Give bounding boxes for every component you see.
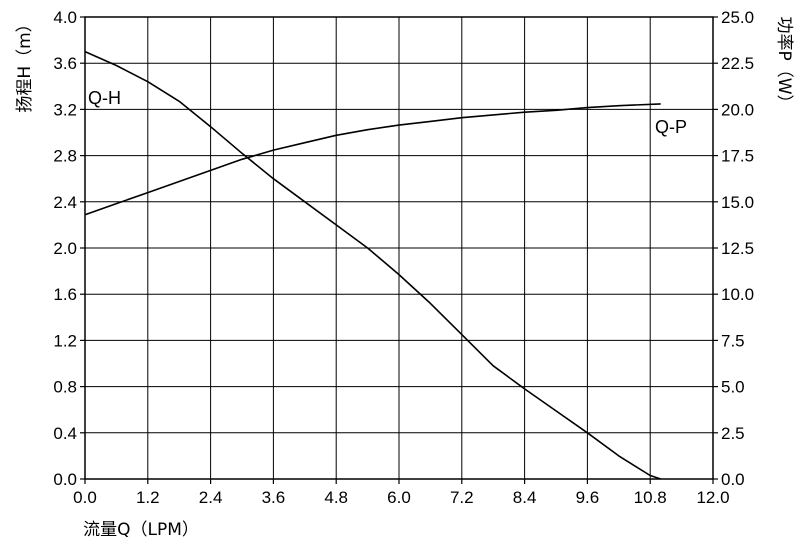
x-axis-title: 流量Q（LPM） (83, 520, 199, 540)
y-left-axis-title: 扬程H（m） (15, 15, 35, 112)
tick-layer (80, 16, 718, 484)
x-tick-label: 1.2 (136, 488, 160, 507)
y-right-tick-label: 2.5 (721, 424, 745, 443)
x-tick-label: 6.0 (387, 488, 411, 507)
series-layer (84, 50, 661, 480)
y-right-axis-title: 功率P（W） (774, 16, 794, 111)
grid (85, 17, 713, 479)
y-left-tick-label: 1.2 (53, 331, 77, 350)
y-right-tick-label: 0.0 (721, 470, 745, 489)
x-tick-label: 0.0 (73, 488, 97, 507)
y-left-tick-label: 2.8 (53, 147, 77, 166)
y-left-tick-label: 4.0 (53, 8, 77, 27)
y-right-tick-label: 20.0 (721, 100, 754, 119)
x-tick-label: 9.6 (576, 488, 600, 507)
series-line-q-p (84, 103, 661, 216)
x-tick-label: 4.8 (324, 488, 348, 507)
y-right-tick-label: 17.5 (721, 147, 754, 166)
y-right-tick-label: 10.0 (721, 285, 754, 304)
y-left-tick-label: 0.0 (53, 470, 77, 489)
series-label-q-h: Q-H (88, 88, 121, 108)
y-left-tick-label: 1.6 (53, 285, 77, 304)
label-layer: 0.0 1.2 2.4 3.6 4.8 6.0 7.2 8.4 9.6 10.8 12.00.00.… (53, 8, 754, 507)
y-left-tick-label: 0.4 (53, 424, 77, 443)
y-right-tick-label: 12.5 (721, 239, 754, 258)
x-tick-label: 2.4 (199, 488, 223, 507)
series-line-q-h (84, 50, 661, 480)
x-tick-label: 10.8 (634, 488, 667, 507)
x-tick-label: 7.2 (450, 488, 474, 507)
y-left-tick-label: 3.2 (53, 100, 77, 119)
x-tick-label: 3.6 (262, 488, 286, 507)
y-right-tick-label: 5.0 (721, 378, 745, 397)
x-tick-label: 12.0 (696, 488, 729, 507)
x-tick-label: 8.4 (513, 488, 537, 507)
y-right-tick-label: 22.5 (721, 54, 754, 73)
y-left-tick-label: 2.0 (53, 239, 77, 258)
series-label-q-p: Q-P (655, 117, 687, 137)
y-left-tick-label: 3.6 (53, 54, 77, 73)
y-right-tick-label: 25.0 (721, 8, 754, 27)
y-left-tick-label: 0.8 (53, 378, 77, 397)
y-right-tick-label: 7.5 (721, 331, 745, 350)
y-left-tick-label: 2.4 (53, 193, 77, 212)
y-right-tick-label: 15.0 (721, 193, 754, 212)
